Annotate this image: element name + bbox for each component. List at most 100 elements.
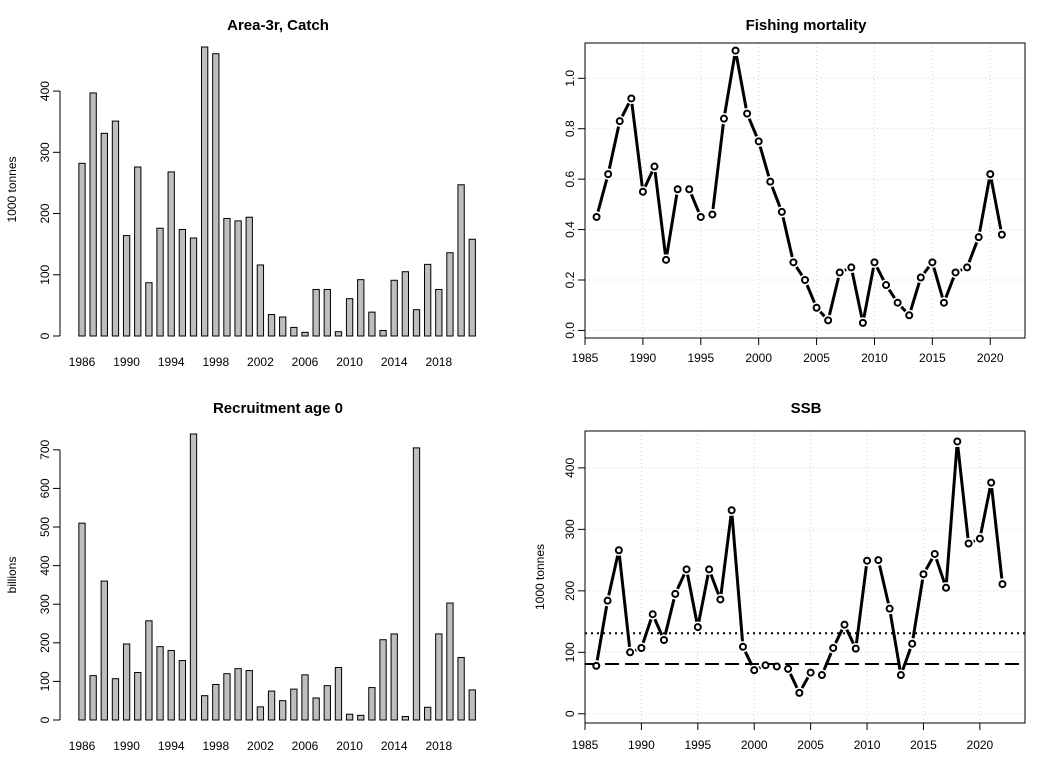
x-tick-label: 1985 — [572, 738, 599, 752]
bar — [78, 522, 86, 721]
series-line-segment — [711, 123, 725, 210]
series-line-segment — [909, 282, 921, 311]
bar — [256, 706, 265, 721]
y-tick-label: 400 — [563, 458, 577, 478]
data-point — [592, 212, 601, 221]
bar — [424, 263, 432, 337]
series-line-segment — [850, 272, 864, 318]
x-tick-label: 2005 — [797, 738, 824, 752]
data-point — [987, 478, 996, 487]
bar — [457, 656, 465, 721]
bar — [368, 687, 376, 721]
series-line-segment — [900, 305, 907, 313]
series-line-segment — [643, 170, 654, 188]
data-point — [986, 170, 995, 179]
x-tick-label: 2010 — [854, 738, 881, 752]
bar — [368, 311, 376, 337]
series-line-segment — [944, 446, 959, 583]
bar — [178, 660, 186, 721]
data-point — [975, 534, 984, 543]
data-point — [766, 177, 775, 186]
bar — [156, 646, 164, 721]
bar — [122, 643, 131, 721]
ssb-panel: SSB 1000 tonnes 0 100 200 300 400 1985 1990 1995 2… — [533, 400, 1026, 752]
data-point — [885, 604, 894, 613]
series-line-segment — [607, 126, 621, 170]
series-line-segment — [781, 216, 794, 258]
x-tick-label: 2015 — [919, 351, 946, 365]
data-point — [835, 268, 844, 277]
data-point — [930, 549, 939, 558]
y-tick-label: 400 — [38, 81, 52, 101]
bar — [401, 716, 410, 721]
data-point — [863, 556, 872, 565]
series-line-segment — [805, 284, 816, 304]
data-point — [963, 263, 972, 272]
bar — [468, 238, 476, 337]
series-line-segment — [862, 267, 875, 318]
series-line-segment — [827, 277, 840, 316]
data-point — [738, 642, 747, 651]
x-tick-label: 2015 — [910, 738, 937, 752]
bar — [301, 674, 309, 721]
x-tick-label: 1994 — [158, 739, 185, 753]
x-tick-label: 2002 — [247, 355, 274, 369]
y-tick-label: 0 — [38, 332, 52, 339]
chart-title: Recruitment age 0 — [213, 400, 343, 417]
series-line-segment — [686, 574, 699, 622]
y-tick-label: 0.0 — [563, 322, 577, 339]
bar — [201, 695, 209, 721]
catch-bar-panel: Area-3r, Catch 1000 tonnes 0 100 200 300 400 19… — [5, 17, 476, 369]
x-tick-label: 2002 — [247, 739, 274, 753]
bar — [390, 279, 398, 337]
data-point — [743, 109, 752, 118]
data-point — [874, 556, 883, 565]
series-line-segment — [653, 171, 667, 255]
series-line-segment — [819, 310, 826, 318]
bar — [122, 235, 131, 337]
data-point — [648, 610, 657, 619]
data-point — [682, 565, 691, 574]
data-point — [754, 137, 763, 146]
series-line-segment — [719, 515, 733, 595]
series-line-segment — [800, 676, 810, 689]
bar — [78, 162, 86, 337]
series-line-segment — [617, 555, 632, 648]
data-point — [939, 298, 948, 307]
bar — [178, 228, 186, 337]
data-point — [951, 268, 960, 277]
bar — [201, 46, 209, 337]
data-point — [777, 207, 786, 216]
x-tick-label: 1995 — [684, 738, 711, 752]
bar — [334, 331, 343, 337]
series-line-segment — [990, 487, 1004, 579]
x-tick-label: 1990 — [113, 355, 140, 369]
x-tick-label: 1995 — [687, 351, 714, 365]
series-line-segment — [924, 558, 934, 571]
series-line-segment — [596, 179, 609, 213]
bar — [290, 326, 298, 337]
y-tick-label: 400 — [38, 555, 52, 575]
x-tick-label: 2005 — [803, 351, 830, 365]
data-point — [731, 46, 740, 55]
data-point — [705, 565, 714, 574]
data-point — [716, 595, 725, 604]
data-point — [603, 596, 612, 605]
series-line-segment — [689, 193, 701, 213]
series-line-segment — [854, 565, 868, 644]
bar — [256, 264, 265, 337]
data-point — [637, 644, 646, 653]
y-tick-label: 200 — [38, 203, 52, 223]
bar — [100, 132, 108, 337]
bar — [234, 220, 242, 337]
series-line-segment — [979, 487, 992, 534]
x-tick-label: 2018 — [425, 739, 452, 753]
series-line-segment — [743, 651, 754, 666]
x-tick-label: 2020 — [967, 738, 994, 752]
series-line-segment — [735, 55, 748, 109]
bar — [435, 288, 443, 337]
bar — [189, 237, 198, 337]
y-tick-label: 500 — [38, 517, 52, 537]
bar — [334, 667, 343, 721]
x-tick-label: 2010 — [336, 739, 363, 753]
